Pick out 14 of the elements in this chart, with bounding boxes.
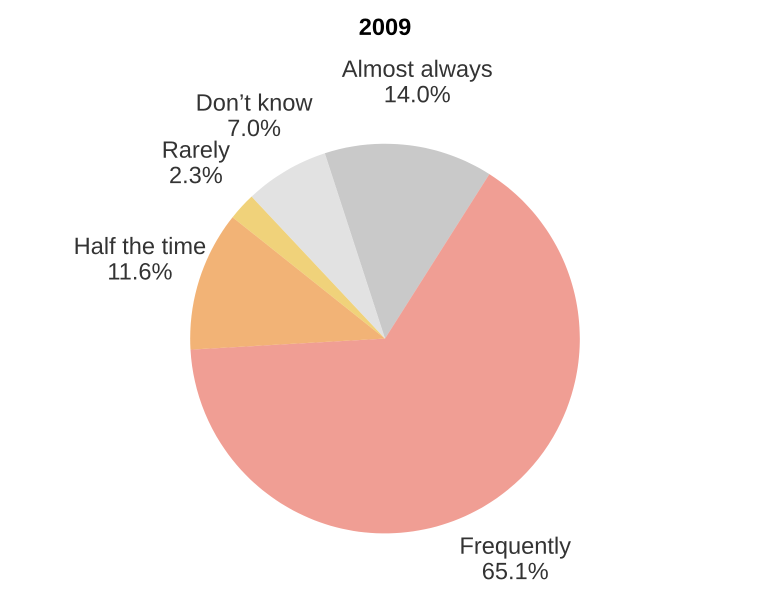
chart-title: 2009 [360, 18, 410, 36]
slice-label: Rarely [164, 140, 230, 163]
slice-label: Frequently [461, 536, 571, 559]
slice-label: Almost always [342, 60, 492, 82]
data-label: 65.1% [482, 562, 548, 580]
data-label: 14.0% [386, 86, 450, 102]
pie-slice [324, 144, 490, 339]
slice-label: Don’t know [198, 93, 313, 111]
pie-slice [252, 153, 385, 339]
data-label: 7.0% [228, 120, 280, 136]
pie-slice [232, 196, 385, 339]
data-label: 2.3% [170, 166, 222, 184]
slice-label: Half the time [76, 236, 206, 254]
data-label: 11.6% [109, 262, 172, 280]
